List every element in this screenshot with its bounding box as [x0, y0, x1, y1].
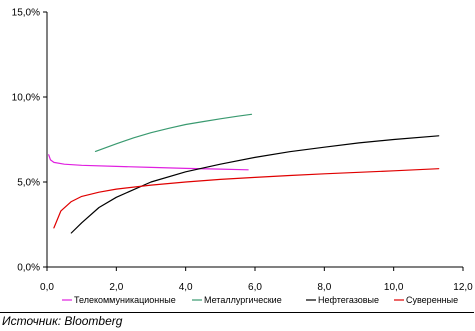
- legend-label-1: Телекоммуникационные: [74, 295, 176, 305]
- y-axis: 0,0% 5,0% 10,0% 15,0%: [12, 8, 48, 274]
- x-tick-label: 6,0: [248, 282, 262, 293]
- source-divider: [0, 312, 474, 313]
- legend-label-3: Нефтегазовые: [318, 295, 379, 305]
- series-line-3: [70, 135, 440, 234]
- x-tick-label: 2,0: [109, 282, 123, 293]
- y-tick-label: 5,0%: [17, 178, 40, 189]
- series-line-2: [94, 113, 253, 152]
- x-tick-label: 12,0: [453, 282, 473, 293]
- x-tick-label: 8,0: [317, 282, 331, 293]
- yield-curve-chart: 0,0% 5,0% 10,0% 15,0% 0,0 2,0 4,0 6,0 8,0 10,0 12…: [12, 8, 474, 306]
- legend: Телекоммуникационные Металлургические Нефт…: [62, 295, 458, 305]
- legend-label-2: Металлургические: [204, 295, 282, 305]
- series-line-4: [53, 168, 440, 229]
- source-note: Источник: Bloomberg: [2, 314, 123, 328]
- legend-label-4: Суверенные: [406, 295, 458, 305]
- x-tick-label: 0,0: [40, 282, 54, 293]
- series-line-1: [48, 154, 249, 171]
- y-tick-label: 10,0%: [12, 93, 40, 104]
- x-tick-label: 10,0: [384, 282, 404, 293]
- y-tick-label: 15,0%: [12, 8, 40, 19]
- series-lines: [48, 113, 440, 234]
- y-tick-label: 0,0%: [17, 263, 40, 274]
- x-tick-label: 4,0: [179, 282, 193, 293]
- x-axis: 0,0 2,0 4,0 6,0 8,0 10,0 12,0: [40, 266, 473, 293]
